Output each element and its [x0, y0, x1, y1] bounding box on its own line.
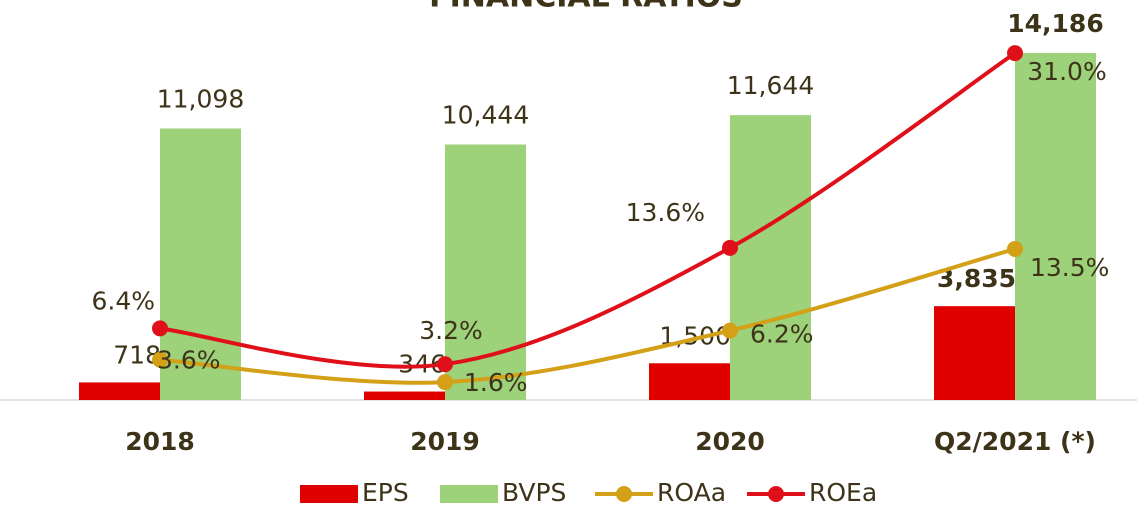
point [1007, 45, 1023, 62]
legend-swatch [440, 485, 498, 503]
bar [1015, 52, 1096, 400]
point [437, 356, 453, 373]
point [152, 351, 168, 368]
legend-swatch [300, 485, 358, 503]
bar [730, 115, 811, 400]
data-label: 6.2% [750, 320, 814, 349]
chart-title: FINANCIAL RATIOS [429, 0, 743, 15]
bar [649, 363, 730, 400]
line [159, 51, 1017, 369]
point [1007, 240, 1023, 257]
data-label: 718 [113, 340, 161, 369]
point [437, 374, 453, 391]
data-label: 11,644 [727, 71, 814, 100]
data-label: 13.6% [626, 198, 705, 227]
data-label: 14,186 [1007, 9, 1103, 38]
data-label: 3.2% [419, 316, 483, 345]
legend-label: ROEa [809, 478, 877, 507]
data-label: 13.5% [1030, 253, 1109, 282]
bar [934, 306, 1015, 400]
point [722, 239, 738, 256]
data-label: 3.6% [157, 346, 221, 375]
x-tick-label: 2018 [125, 427, 195, 456]
data-label: 10,444 [442, 100, 529, 129]
line [159, 247, 1016, 385]
data-label: 1.6% [464, 368, 528, 397]
data-label: 6.4% [91, 286, 155, 315]
x-tick-label: 2020 [695, 427, 765, 456]
legend-label: BVPS [502, 478, 566, 507]
data-label: 11,098 [157, 84, 244, 113]
point [722, 322, 738, 339]
bar [79, 382, 160, 400]
legend-swatch [616, 486, 632, 502]
bar [160, 128, 241, 400]
data-label: 31.0% [1027, 57, 1106, 86]
point [152, 320, 168, 337]
legend-label: EPS [362, 478, 409, 507]
x-tick-label: 2019 [410, 427, 480, 456]
bar [364, 391, 445, 400]
x-tick-label: Q2/2021 (*) [934, 427, 1096, 456]
legend-label: ROAa [657, 478, 726, 507]
legend-swatch [768, 486, 784, 502]
